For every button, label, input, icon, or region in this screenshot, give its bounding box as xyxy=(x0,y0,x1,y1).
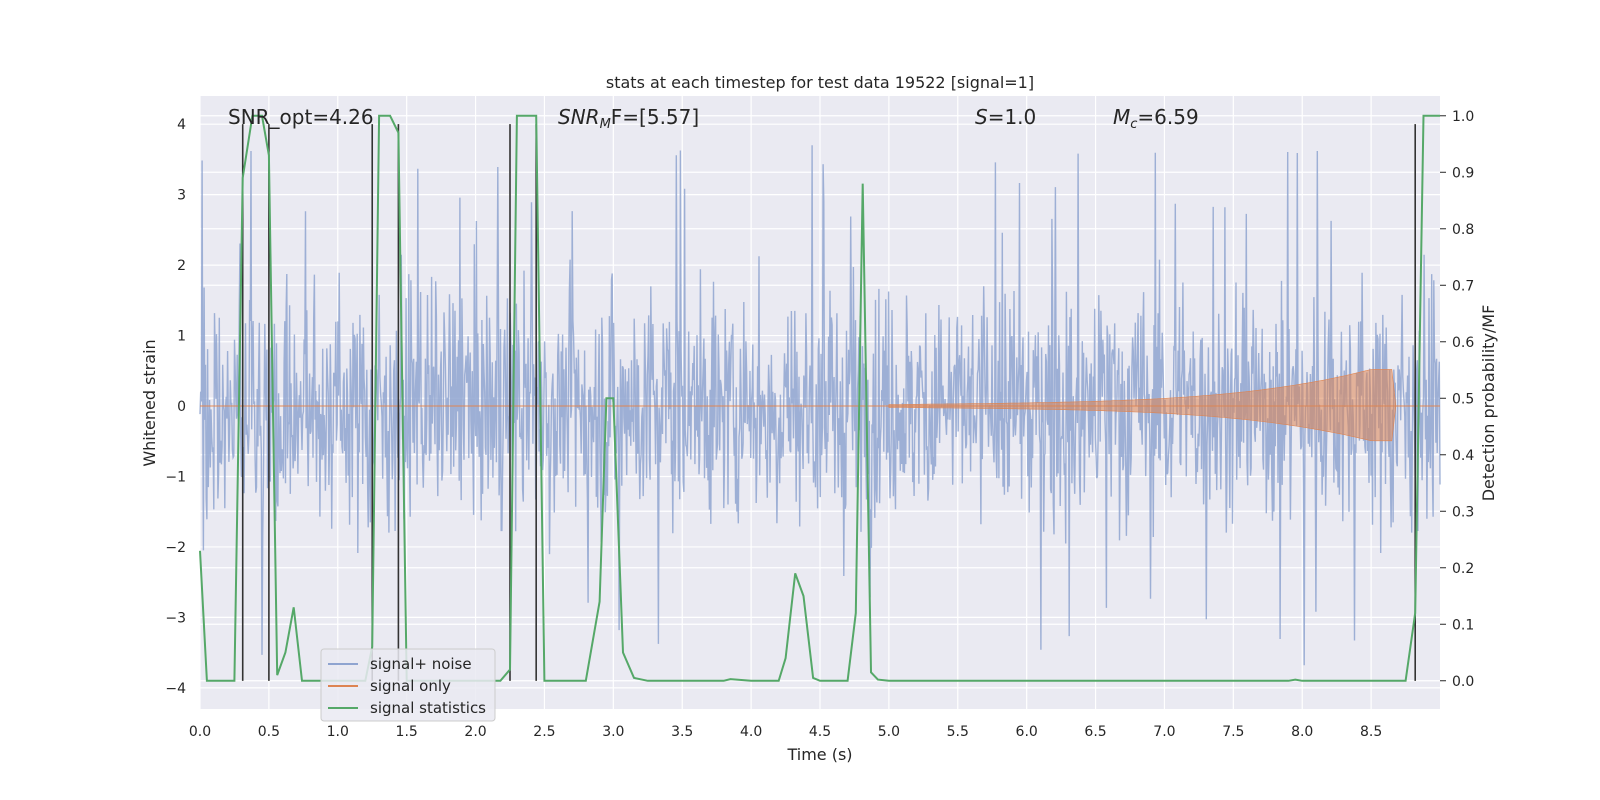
annotation-mc: Mc=6.59 xyxy=(1113,105,1199,132)
annotation-snr-opt: SNR_opt=4.26 xyxy=(228,105,374,129)
x-tick-label: 8.5 xyxy=(1360,724,1382,740)
x-tick-label: 6.0 xyxy=(1016,724,1038,740)
x-tick-label: 8.0 xyxy=(1291,724,1313,740)
x-tick-label: 5.5 xyxy=(947,724,969,740)
left-y-tick-label: −2 xyxy=(165,540,186,556)
x-axis-ticks: 0.0 0.5 1.0 1.5 2.0 2.5 3.0 3.5 4.0 4.5 5.0 5.5 6.0 6… xyxy=(189,724,1382,740)
s-value: =1.0 xyxy=(988,105,1037,129)
x-tick-label: 6.5 xyxy=(1084,724,1106,740)
left-y-tick-label: 4 xyxy=(177,117,186,133)
right-y-tick-label: 0.1 xyxy=(1452,617,1474,633)
mc-value: =6.59 xyxy=(1137,105,1198,129)
legend-label-noise: signal+ noise xyxy=(370,655,472,673)
x-tick-label: 0.0 xyxy=(189,724,211,740)
legend-box xyxy=(320,648,496,722)
right-y-tick-label: 0.5 xyxy=(1452,391,1474,407)
right-y-tick-label: 1.0 xyxy=(1452,109,1474,125)
s-label: S xyxy=(975,105,988,129)
x-tick-label: 1.5 xyxy=(396,724,418,740)
legend-label-signal: signal only xyxy=(370,677,451,695)
right-y-tick-label: 0.7 xyxy=(1452,278,1474,294)
annotation-snr-mf: SNRMF=[5.57] xyxy=(558,105,699,132)
mc-label: M xyxy=(1113,105,1130,129)
stats-line xyxy=(199,114,1440,682)
left-y-tick-label: 2 xyxy=(177,258,186,274)
left-y-axis-ticks: −4 −3 −2 −1 0 1 2 3 4 xyxy=(165,117,186,697)
right-y-tick-label: 0.3 xyxy=(1452,504,1474,520)
signal-only-series xyxy=(200,369,1440,442)
left-y-tick-label: −1 xyxy=(165,469,186,485)
x-tick-label: 4.0 xyxy=(740,724,762,740)
x-axis-label: Time (s) xyxy=(786,745,852,764)
right-y-axis-label: Detection probability/MF xyxy=(1479,305,1498,502)
left-y-tick-label: 1 xyxy=(177,329,186,345)
x-tick-label: 2.0 xyxy=(464,724,486,740)
left-y-tick-label: −3 xyxy=(165,610,186,626)
x-tick-label: 2.5 xyxy=(533,724,555,740)
right-y-tick-label: 0.2 xyxy=(1452,561,1474,577)
x-tick-label: 0.5 xyxy=(258,724,280,740)
right-y-tick-label: 0.8 xyxy=(1452,222,1474,238)
legend-label-stats: signal statistics xyxy=(370,699,486,717)
left-y-tick-label: −4 xyxy=(165,681,186,697)
chart-title: stats at each timestep for test data 195… xyxy=(606,73,1034,92)
snr-mf-rest: F=[5.57] xyxy=(611,105,699,129)
mc-subscript: c xyxy=(1130,117,1137,132)
legend: signal+ noise signal only signal statist… xyxy=(320,648,496,722)
right-y-tick-label: 0.9 xyxy=(1452,165,1474,181)
x-tick-label: 3.5 xyxy=(671,724,693,740)
annotation-s: S=1.0 xyxy=(975,105,1036,129)
left-y-tick-label: 0 xyxy=(177,399,186,415)
signal-chirp xyxy=(888,369,1397,442)
snr-mf-subscript: M xyxy=(600,117,611,132)
x-tick-label: 4.5 xyxy=(809,724,831,740)
signal-statistics-series xyxy=(199,114,1440,682)
snr-mf-main: SNR xyxy=(558,105,600,129)
left-y-axis-label: Whitened strain xyxy=(140,339,159,466)
left-y-tick-label: 3 xyxy=(177,188,186,204)
right-y-tick-label: 0.4 xyxy=(1452,448,1474,464)
x-tick-label: 1.0 xyxy=(327,724,349,740)
right-y-axis-ticks: 0.0 0.1 0.2 0.3 0.4 0.5 0.6 0.7 0.8 0.9 1.0 xyxy=(1440,109,1474,690)
x-tick-label: 3.0 xyxy=(602,724,624,740)
x-tick-label: 7.5 xyxy=(1222,724,1244,740)
x-tick-label: 7.0 xyxy=(1153,724,1175,740)
x-tick-label: 5.0 xyxy=(878,724,900,740)
right-y-tick-label: 0.6 xyxy=(1452,335,1474,351)
right-y-tick-label: 0.0 xyxy=(1452,674,1474,690)
